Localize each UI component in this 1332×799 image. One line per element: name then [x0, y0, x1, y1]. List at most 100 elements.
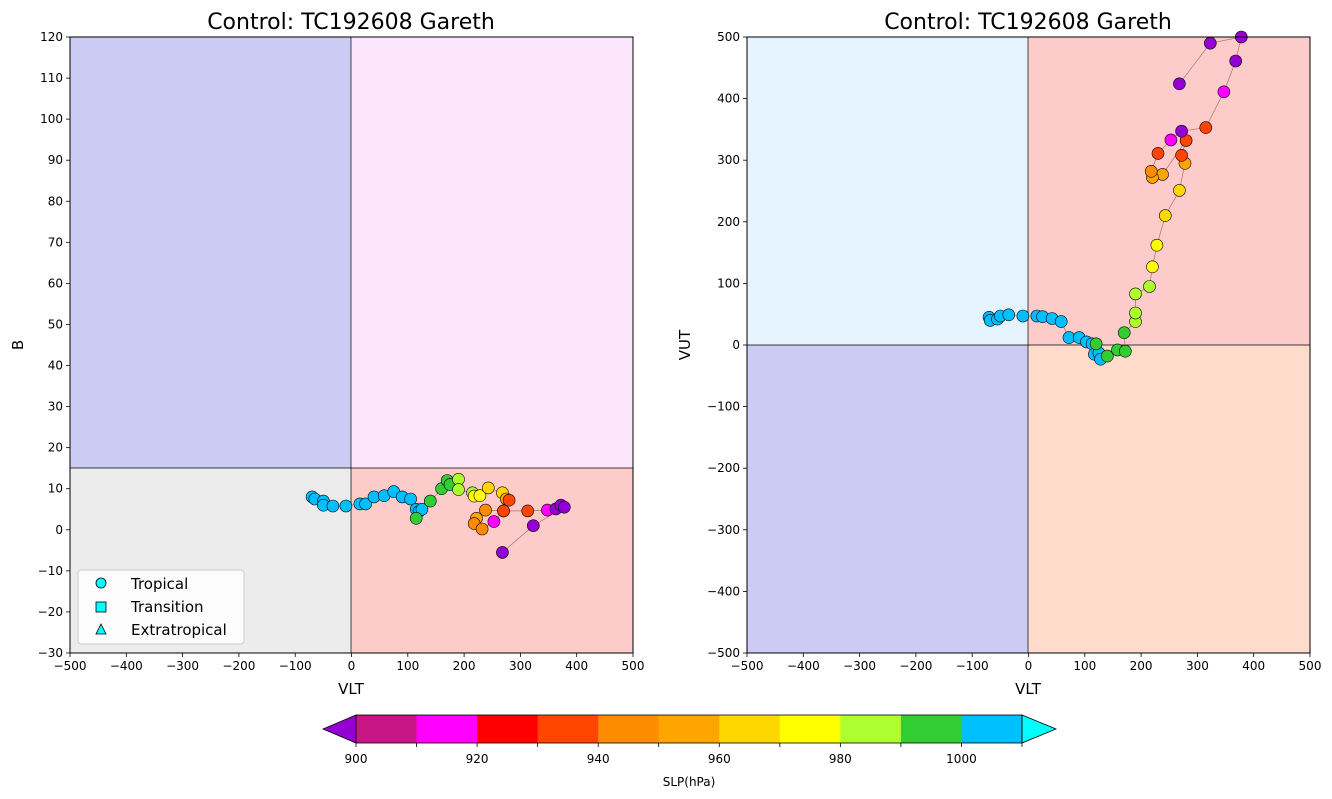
right-data-point-27	[1150, 238, 1164, 252]
colorbar-segment-9	[900, 715, 962, 743]
legend-tropical-circle-icon	[95, 577, 107, 589]
left-y-tick-label: 70	[48, 235, 63, 249]
right-data-point-18	[1101, 349, 1114, 363]
right-y-tick-label: −100	[707, 400, 740, 414]
left-y-axis-label: B	[9, 340, 27, 350]
right-x-tick-label: 500	[1299, 659, 1322, 673]
left-x-tick-label: −200	[222, 659, 255, 673]
right-data-point-25	[1143, 280, 1156, 293]
left-quadrant-upper-left	[70, 37, 351, 468]
left-x-tick-label: −400	[110, 659, 143, 673]
colorbar-segment-1	[416, 715, 478, 743]
legend-transition-label: Transition	[130, 598, 204, 616]
left-data-point-34	[475, 522, 489, 536]
left-y-tick-label: 60	[48, 276, 63, 290]
colorbar: 900 920 940 960 980 1000 SLP(hPa)	[321, 714, 1058, 789]
left-data-point-31	[479, 503, 492, 517]
right-quadrants	[747, 37, 1310, 653]
right-data-point-9	[1054, 315, 1068, 328]
colorbar-segments	[356, 715, 1023, 743]
right-quadrant-upper-right	[1028, 37, 1310, 345]
right-chart-title: Control: TC192608 Gareth	[884, 10, 1172, 35]
legend-extratropical-label: Extratropical	[131, 621, 227, 639]
left-y-tick-label: −20	[38, 605, 63, 619]
right-x-tick-label: 400	[1242, 659, 1265, 673]
right-x-tick-label: −300	[843, 659, 876, 673]
right-y-tick-label: −500	[707, 646, 740, 660]
right-data-point-40	[1217, 85, 1231, 99]
colorbar-segment-10	[961, 715, 1023, 743]
right-data-point-20	[1119, 344, 1132, 358]
left-y-tick-label: 80	[48, 194, 63, 208]
right-data-point-38	[1175, 124, 1188, 138]
left-data-point-15	[415, 502, 429, 516]
right-quadrant-lower-left	[747, 345, 1028, 653]
left-y-tick-label: 20	[48, 441, 63, 455]
legend-extratropical-triangle-icon	[95, 623, 107, 635]
colorbar-segment-6	[719, 715, 781, 743]
left-x-tick-label: 100	[396, 659, 419, 673]
left-x-tick-label: 300	[509, 659, 532, 673]
right-y-tick-label: −300	[707, 523, 740, 537]
colorbar-tick-label: 920	[466, 752, 489, 766]
right-data-point-17	[1089, 337, 1103, 351]
legend-tropical-label: Tropical	[130, 575, 188, 593]
right-x-ticks: −500 −400 −300 −200 −100 0 100 200 300 400 500	[731, 653, 1322, 673]
colorbar-segment-4	[598, 715, 660, 743]
right-x-tick-label: 100	[1073, 659, 1096, 673]
colorbar-segment-0	[356, 715, 417, 743]
right-y-tick-label: 100	[717, 276, 740, 290]
right-points	[982, 30, 1248, 366]
right-data-point-5	[1016, 309, 1030, 323]
right-y-ticks: −500 −400 −300 −200 −100 0 100 200 300 400 500	[707, 30, 747, 660]
right-data-point-35	[1144, 165, 1158, 178]
left-data-point-42	[526, 519, 540, 533]
right-x-axis-label: VLT	[1015, 680, 1042, 698]
left-y-tick-label: −30	[38, 646, 63, 660]
left-points	[305, 472, 571, 559]
right-data-point-28	[1159, 209, 1172, 222]
right-data-point-41	[1229, 54, 1242, 68]
left-y-tick-label: 30	[48, 400, 63, 414]
colorbar-label: SLP(hPa)	[663, 775, 716, 789]
colorbar-ticks: 900 920 940 960 980 1000	[345, 743, 1023, 766]
legend: Tropical Transition Extratropical	[77, 569, 245, 645]
left-x-tick-label: −300	[166, 659, 199, 673]
colorbar-tick-label: 900	[345, 752, 368, 766]
left-plot: Control: TC192608 Gareth −500 −400 −300 −20…	[9, 10, 644, 698]
right-data-point-24	[1129, 287, 1142, 301]
colorbar-segment-3	[537, 715, 599, 743]
right-x-tick-label: 200	[1130, 659, 1153, 673]
right-x-tick-label: −200	[899, 659, 932, 673]
right-y-tick-label: 400	[717, 92, 740, 106]
left-data-point-5	[339, 499, 353, 513]
left-x-tick-label: 0	[348, 659, 356, 673]
colorbar-under-arrow	[321, 714, 357, 744]
colorbar-tick-label: 1000	[946, 752, 977, 766]
right-data-point-36	[1151, 147, 1165, 160]
left-x-tick-label: −100	[279, 659, 312, 673]
right-quadrant-lower-right	[1028, 345, 1310, 653]
left-chart-title: Control: TC192608 Gareth	[207, 10, 495, 35]
left-data-point-35	[487, 515, 501, 528]
left-x-tick-label: 500	[622, 659, 645, 673]
right-plot: Control: TC192608 Gareth −500 −400 −300 −20…	[676, 10, 1321, 698]
left-data-point-4	[326, 499, 340, 513]
left-data-point-36	[497, 504, 510, 518]
left-data-point-7	[359, 497, 372, 511]
right-data-point-4	[1002, 308, 1016, 322]
right-data-point-29	[1173, 184, 1186, 197]
left-y-tick-label: 110	[40, 71, 63, 85]
right-x-tick-label: −100	[956, 659, 989, 673]
right-data-point-31	[1175, 149, 1188, 162]
right-x-tick-label: 0	[1025, 659, 1033, 673]
right-y-tick-label: 0	[732, 338, 740, 352]
left-y-tick-label: 0	[55, 523, 63, 537]
right-data-point-37	[1164, 133, 1178, 147]
left-y-tick-label: 50	[48, 317, 63, 331]
right-x-tick-label: −500	[731, 659, 764, 673]
right-y-axis-label: VUT	[676, 329, 694, 360]
right-data-point-26	[1146, 260, 1159, 274]
colorbar-over-arrow	[1021, 714, 1058, 744]
